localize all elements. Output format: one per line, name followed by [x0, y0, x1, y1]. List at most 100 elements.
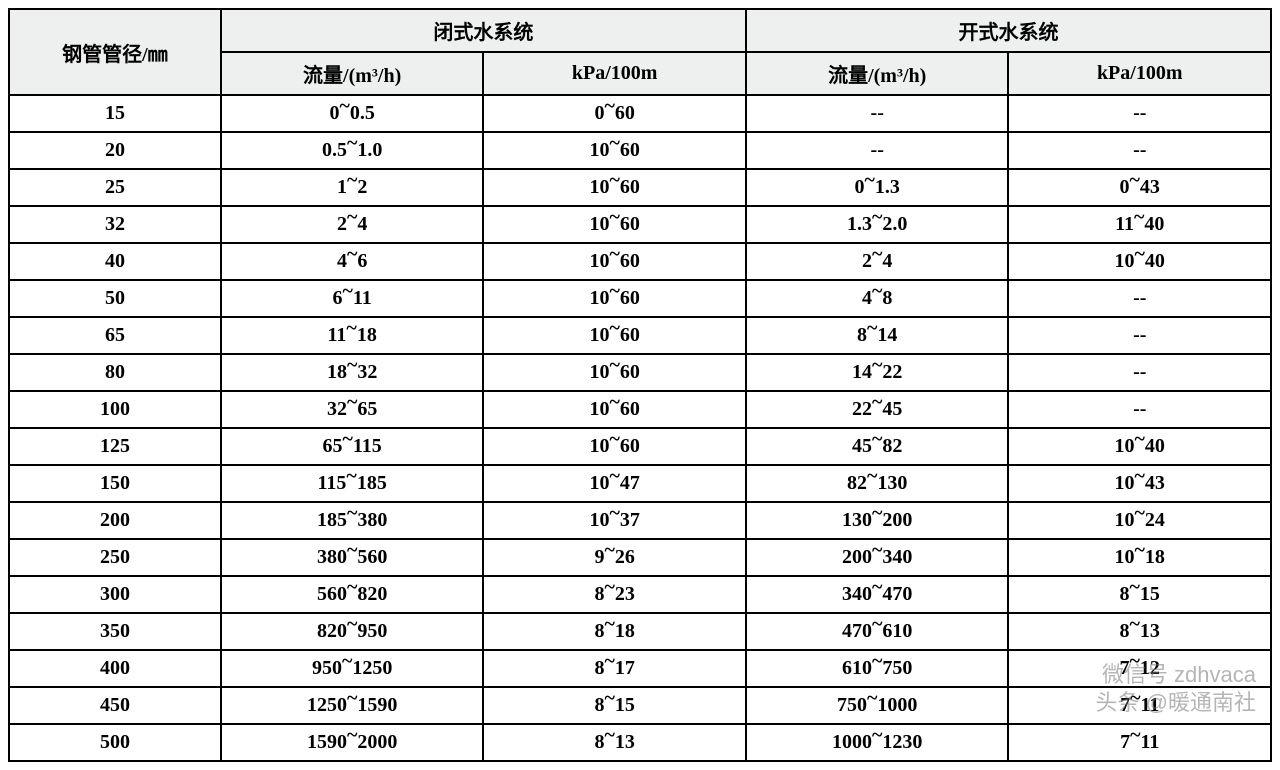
table-row: 200185~38010~37130~20010~24	[9, 502, 1271, 539]
table-row: 322~410~601.3~2.011~40	[9, 206, 1271, 243]
cell-pipe-diameter: 32	[9, 206, 221, 243]
cell-closed-kpa: 10~60	[483, 317, 746, 354]
table-row: 300560~8208~23340~4708~15	[9, 576, 1271, 613]
cell-open-flow: 1.3~2.0	[746, 206, 1009, 243]
cell-closed-kpa: 8~18	[483, 613, 746, 650]
cell-closed-flow: 1~2	[221, 169, 484, 206]
cell-closed-flow: 560~820	[221, 576, 484, 613]
cell-open-kpa: 7~11	[1008, 687, 1271, 724]
cell-open-kpa: 10~24	[1008, 502, 1271, 539]
cell-pipe-diameter: 15	[9, 95, 221, 132]
cell-closed-flow: 380~560	[221, 539, 484, 576]
cell-open-kpa: 10~40	[1008, 428, 1271, 465]
cell-pipe-diameter: 250	[9, 539, 221, 576]
cell-closed-kpa: 8~17	[483, 650, 746, 687]
table-row: 506~1110~604~8--	[9, 280, 1271, 317]
cell-open-flow: 750~1000	[746, 687, 1009, 724]
cell-open-kpa: 8~15	[1008, 576, 1271, 613]
cell-closed-flow: 32~65	[221, 391, 484, 428]
cell-open-kpa: --	[1008, 317, 1271, 354]
cell-closed-flow: 4~6	[221, 243, 484, 280]
cell-closed-kpa: 10~60	[483, 391, 746, 428]
cell-closed-kpa: 10~60	[483, 280, 746, 317]
cell-open-flow: 8~14	[746, 317, 1009, 354]
table-row: 4501250~15908~15750~10007~11	[9, 687, 1271, 724]
cell-pipe-diameter: 20	[9, 132, 221, 169]
cell-open-kpa: --	[1008, 280, 1271, 317]
cell-open-kpa: 0~43	[1008, 169, 1271, 206]
cell-open-kpa: 8~13	[1008, 613, 1271, 650]
cell-closed-flow: 11~18	[221, 317, 484, 354]
cell-open-flow: 82~130	[746, 465, 1009, 502]
cell-closed-kpa: 10~47	[483, 465, 746, 502]
table-row: 6511~1810~608~14--	[9, 317, 1271, 354]
table-row: 250380~5609~26200~34010~18	[9, 539, 1271, 576]
header-open-system: 开式水系统	[746, 9, 1271, 52]
cell-open-flow: 2~4	[746, 243, 1009, 280]
cell-closed-kpa: 8~15	[483, 687, 746, 724]
cell-closed-kpa: 9~26	[483, 539, 746, 576]
cell-closed-kpa: 10~37	[483, 502, 746, 539]
cell-closed-flow: 950~1250	[221, 650, 484, 687]
cell-open-kpa: --	[1008, 354, 1271, 391]
cell-closed-flow: 18~32	[221, 354, 484, 391]
header-open-flow: 流量/(m³/h)	[746, 52, 1009, 95]
cell-pipe-diameter: 100	[9, 391, 221, 428]
cell-open-kpa: 7~12	[1008, 650, 1271, 687]
cell-pipe-diameter: 125	[9, 428, 221, 465]
table-row: 404~610~602~410~40	[9, 243, 1271, 280]
cell-pipe-diameter: 25	[9, 169, 221, 206]
cell-open-kpa: 7~11	[1008, 724, 1271, 761]
cell-open-flow: 340~470	[746, 576, 1009, 613]
cell-open-kpa: 11~40	[1008, 206, 1271, 243]
table-row: 12565~11510~6045~8210~40	[9, 428, 1271, 465]
cell-open-kpa: --	[1008, 95, 1271, 132]
cell-pipe-diameter: 450	[9, 687, 221, 724]
cell-closed-kpa: 10~60	[483, 354, 746, 391]
cell-closed-kpa: 0~60	[483, 95, 746, 132]
cell-pipe-diameter: 40	[9, 243, 221, 280]
cell-open-flow: --	[746, 132, 1009, 169]
cell-pipe-diameter: 500	[9, 724, 221, 761]
cell-open-flow: 610~750	[746, 650, 1009, 687]
header-closed-system: 闭式水系统	[221, 9, 746, 52]
cell-pipe-diameter: 300	[9, 576, 221, 613]
cell-closed-kpa: 10~60	[483, 206, 746, 243]
cell-open-flow: 470~610	[746, 613, 1009, 650]
table-row: 350820~9508~18470~6108~13	[9, 613, 1271, 650]
cell-closed-kpa: 10~60	[483, 428, 746, 465]
table-row: 5001590~20008~131000~12307~11	[9, 724, 1271, 761]
cell-pipe-diameter: 200	[9, 502, 221, 539]
pipe-flow-table: 钢管管径/㎜ 闭式水系统 开式水系统 流量/(m³/h) kPa/100m 流量…	[8, 8, 1272, 762]
table-row: 200.5~1.010~60----	[9, 132, 1271, 169]
cell-closed-kpa: 10~60	[483, 132, 746, 169]
cell-closed-kpa: 10~60	[483, 169, 746, 206]
cell-closed-flow: 185~380	[221, 502, 484, 539]
cell-open-flow: 45~82	[746, 428, 1009, 465]
cell-closed-flow: 1590~2000	[221, 724, 484, 761]
cell-open-flow: 22~45	[746, 391, 1009, 428]
header-pipe-diameter: 钢管管径/㎜	[9, 9, 221, 95]
table-row: 10032~6510~6022~45--	[9, 391, 1271, 428]
cell-open-kpa: --	[1008, 132, 1271, 169]
table-row: 251~210~600~1.30~43	[9, 169, 1271, 206]
header-open-kpa: kPa/100m	[1008, 52, 1271, 95]
cell-open-flow: 200~340	[746, 539, 1009, 576]
cell-closed-flow: 820~950	[221, 613, 484, 650]
cell-open-flow: 0~1.3	[746, 169, 1009, 206]
cell-open-flow: 1000~1230	[746, 724, 1009, 761]
cell-closed-flow: 0.5~1.0	[221, 132, 484, 169]
table-row: 150115~18510~4782~13010~43	[9, 465, 1271, 502]
cell-closed-flow: 0~0.5	[221, 95, 484, 132]
cell-closed-flow: 6~11	[221, 280, 484, 317]
cell-closed-flow: 2~4	[221, 206, 484, 243]
table-row: 150~0.50~60----	[9, 95, 1271, 132]
table-row: 8018~3210~6014~22--	[9, 354, 1271, 391]
cell-closed-flow: 65~115	[221, 428, 484, 465]
cell-open-flow: 130~200	[746, 502, 1009, 539]
cell-pipe-diameter: 65	[9, 317, 221, 354]
cell-pipe-diameter: 80	[9, 354, 221, 391]
cell-pipe-diameter: 150	[9, 465, 221, 502]
cell-open-kpa: 10~40	[1008, 243, 1271, 280]
cell-closed-flow: 115~185	[221, 465, 484, 502]
